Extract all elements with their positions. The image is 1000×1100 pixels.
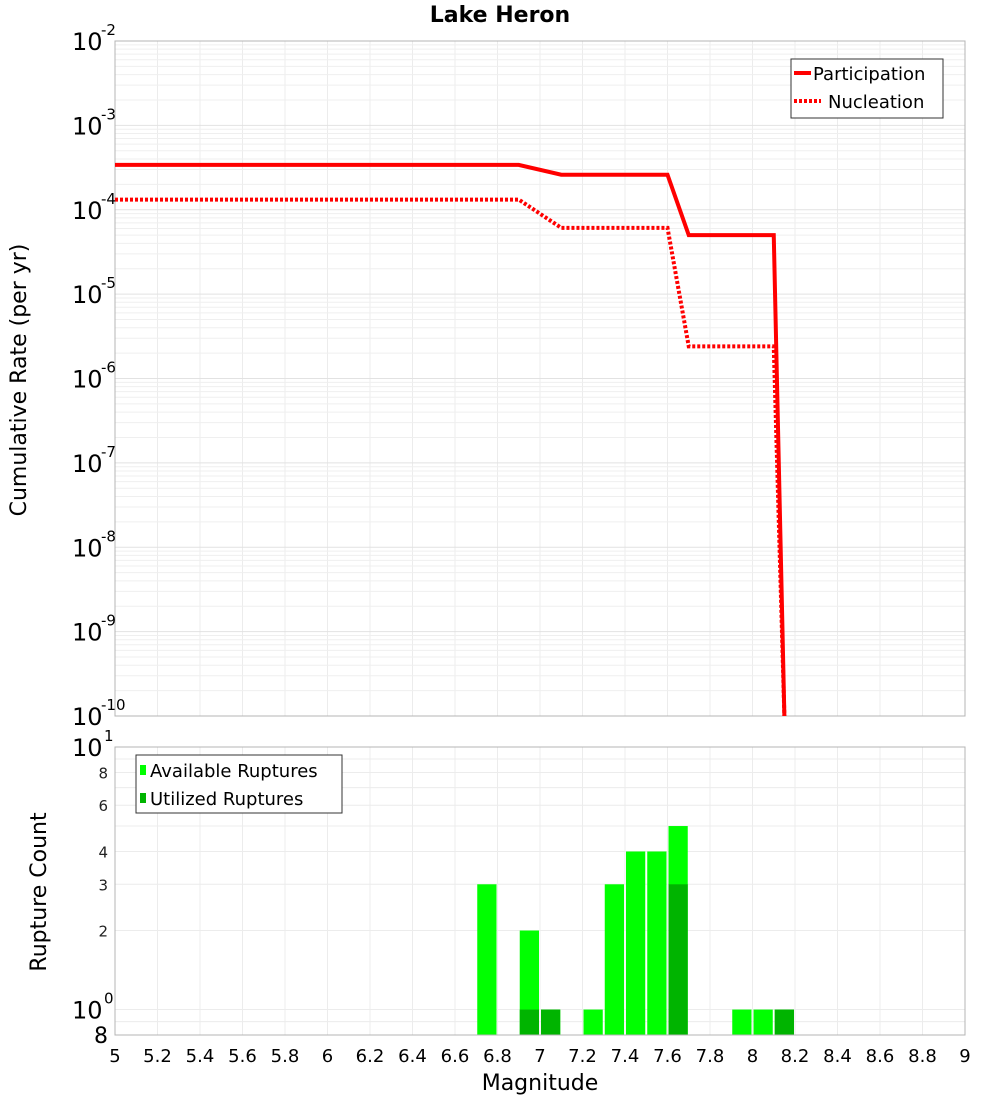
x-tick-label: 7.2 [568,1046,597,1067]
y-tick-label: 8 [98,764,108,782]
available-bar [732,1009,752,1035]
x-tick-label: 9 [959,1046,970,1067]
utilized-legend-swatch [140,793,146,803]
y-tick-label: 10 0 [72,990,114,1025]
svg-text:0: 0 [104,990,114,1008]
svg-text:-8: -8 [101,527,116,545]
y-tick-label: 10-3 [72,105,116,140]
y-tick-label: 10-5 [72,274,116,309]
y-tick-label: 2 [98,923,108,941]
available-bar [647,851,667,1035]
available-bar [477,884,497,1035]
available-bar [626,851,646,1035]
available-bar [519,930,539,1035]
x-tick-label: 5 [109,1046,120,1067]
svg-text:-3: -3 [101,105,116,123]
svg-text:10: 10 [72,112,103,140]
rupture-plot-bars [477,826,794,1035]
x-tick-label: 6.8 [483,1046,512,1067]
utilized-bar [541,1009,561,1035]
available-bar [583,1009,603,1035]
utilized-bar [668,884,688,1035]
svg-text:1: 1 [104,727,114,745]
x-tick-label: 6.2 [356,1046,385,1067]
available-legend-label: Available Ruptures [150,761,318,782]
svg-text:10: 10 [72,28,103,56]
rate-plot-lines [115,162,787,717]
legend-box [135,754,343,814]
x-tick-label: 7.4 [611,1046,640,1067]
nucleation-line [115,197,787,717]
x-tick-label: 8 [747,1046,758,1067]
x-tick-label: 8.2 [781,1046,810,1067]
svg-text:-6: -6 [101,359,116,377]
x-tick-label: 6.6 [441,1046,470,1067]
x-tick-label: 6 [322,1046,333,1067]
svg-text:10: 10 [72,997,103,1025]
rate-plot-frame [114,40,966,717]
y-tick-label: 4 [98,843,108,861]
svg-text:-4: -4 [101,190,116,208]
x-tick-label: 5.6 [228,1046,257,1067]
chart-title: Lake Heron [430,3,570,28]
x-tick-label: 6.4 [398,1046,427,1067]
svg-text:10: 10 [72,450,103,478]
svg-text:-5: -5 [101,274,116,292]
x-tick-label: 5.8 [271,1046,300,1067]
y-tick-label: 10-8 [72,527,116,562]
x-tick-label: 8.8 [908,1046,937,1067]
utilized-legend-label: Utilized Ruptures [150,789,303,810]
y-tick-label: 3 [98,876,108,894]
svg-text:10: 10 [72,281,103,309]
x-tick-label: 7.6 [653,1046,682,1067]
svg-text:10: 10 [72,534,103,562]
svg-text:10: 10 [72,197,103,225]
y-tick-label: 8 [94,1024,108,1049]
rupture-plot-y-label: Rupture Count [27,812,52,972]
y-tick-label: 10-10 [72,696,126,731]
svg-text:10: 10 [72,619,103,647]
rate-plot-y-label: Cumulative Rate (per yr) [7,244,32,517]
legend-box [790,58,944,119]
x-axis-ticks: 5 5.2 5.4 5.6 5.8 6 6.2 6.4 6.6 6.8 7 7.2 7.4 7.6 7.8 8… [109,1046,970,1067]
y-tick-label: 6 [98,797,108,815]
y-tick-label: 10-9 [72,612,116,647]
y-tick-label: 10 1 [72,727,114,762]
rate-plot-legend: Participation Nucleation [790,58,944,119]
rate-plot-grid [114,41,966,717]
rate-plot: 10-210-310-410-510-610-710-810-910-10 Cu… [7,21,966,731]
svg-text:10: 10 [72,366,103,394]
svg-text:-7: -7 [101,443,116,461]
svg-text:-2: -2 [101,21,116,39]
x-tick-label: 5.2 [143,1046,172,1067]
rate-plot-y-ticks: 10-210-310-410-510-610-710-810-910-10 [72,21,126,731]
y-tick-label: 10-7 [72,443,116,478]
y-tick-label: 10-4 [72,190,116,225]
utilized-bar [774,1009,794,1035]
participation-line [115,162,787,717]
available-bar [753,1009,773,1035]
available-legend-swatch [140,765,146,775]
x-tick-label: 7 [534,1046,545,1067]
nucleation-legend-label: Nucleation [828,92,924,113]
x-tick-label: 5.4 [186,1046,215,1067]
y-tick-label: 10-6 [72,359,116,394]
svg-text:10: 10 [72,734,103,762]
svg-text:-10: -10 [101,696,126,714]
svg-text:-9: -9 [101,612,116,630]
rupture-plot-legend: Available Ruptures Utilized Ruptures [135,754,343,814]
y-tick-label: 10-2 [72,21,116,56]
x-tick-label: 7.8 [696,1046,725,1067]
x-tick-label: 8.6 [866,1046,895,1067]
rupture-plot-frame [114,746,966,1036]
utilized-bar [519,1009,539,1035]
x-tick-label: 8.4 [823,1046,852,1067]
svg-text:10: 10 [72,703,103,731]
participation-legend-label: Participation [813,64,925,85]
available-bar [604,884,624,1035]
x-axis-label: Magnitude [482,1071,599,1096]
